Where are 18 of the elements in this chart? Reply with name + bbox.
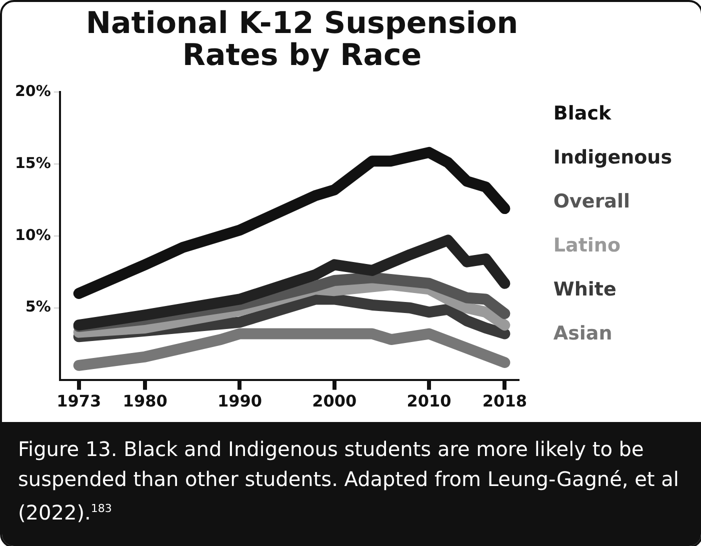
y-tick-label: 20% — [14, 82, 51, 100]
y-tick-label: 5% — [25, 298, 51, 316]
text: Indigenous — [553, 146, 672, 168]
text: White — [553, 278, 616, 300]
x-tick-label: 2010 — [406, 392, 452, 411]
text: Asian — [553, 322, 612, 344]
x-tick-label: 2018 — [482, 392, 527, 411]
x-tick-label: 1973 — [56, 392, 102, 411]
text: Overall — [553, 190, 630, 212]
x-tick-label: 1990 — [217, 392, 262, 411]
y-tick-label: 15% — [14, 154, 51, 172]
text: Latino — [553, 234, 620, 256]
caption: Figure 13. Black and Indigenous students are more likely to be suspended than other students. Adapted from Leung-Gagné, et al (2022).$^{183}$ — [2, 422, 701, 546]
x-tick-label: 2000 — [312, 392, 357, 411]
x-tick-label: 1980 — [122, 392, 168, 411]
text: Black — [553, 102, 612, 124]
chart-title: National K-12 Suspension Rates by Race — [84, 6, 520, 73]
y-tick-label: 10% — [14, 226, 51, 244]
